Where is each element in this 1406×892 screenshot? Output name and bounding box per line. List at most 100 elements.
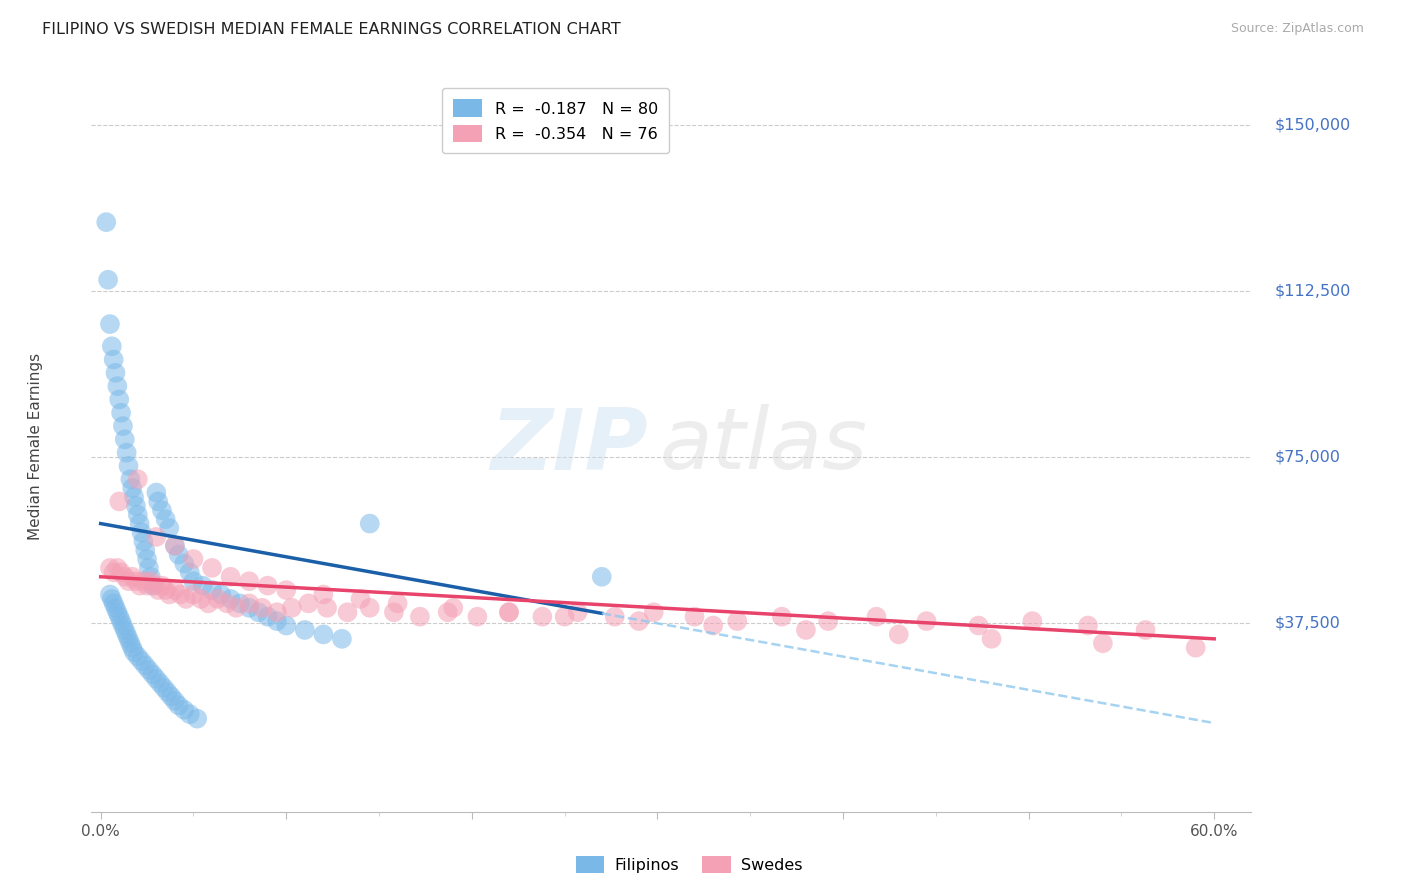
Point [128, 516, 150, 531]
Point [603, 609, 626, 624]
Text: $37,500: $37,500 [1275, 615, 1340, 631]
Point [110, 406, 132, 420]
Point [163, 539, 186, 553]
Point [174, 591, 197, 606]
Point [197, 596, 219, 610]
Point [98, 317, 121, 331]
Point [103, 566, 125, 580]
Point [409, 609, 432, 624]
Point [163, 539, 186, 553]
Point [105, 605, 128, 619]
Point [167, 548, 190, 562]
Point [138, 663, 160, 677]
Point [382, 605, 405, 619]
Point [111, 618, 134, 632]
Point [105, 561, 128, 575]
Point [167, 698, 190, 713]
Point [155, 512, 177, 526]
Point [163, 694, 186, 708]
Point [359, 516, 381, 531]
Point [209, 587, 232, 601]
Point [312, 627, 335, 641]
Text: Median Female Earnings: Median Female Earnings [28, 352, 44, 540]
Point [139, 570, 162, 584]
Point [266, 605, 288, 619]
Point [330, 632, 353, 646]
Point [136, 552, 159, 566]
Point [104, 366, 127, 380]
Point [120, 636, 142, 650]
Point [132, 534, 155, 549]
Point [122, 645, 145, 659]
Text: $112,500: $112,500 [1275, 284, 1351, 298]
Point [1077, 618, 1099, 632]
Point [155, 583, 177, 598]
Point [312, 587, 335, 601]
Point [145, 485, 167, 500]
Point [97, 273, 120, 287]
Point [114, 570, 136, 584]
Point [127, 649, 149, 664]
Point [567, 605, 589, 619]
Point [96, 215, 118, 229]
Point [150, 503, 173, 517]
Point [122, 490, 145, 504]
Point [117, 458, 139, 473]
Point [179, 707, 201, 722]
Point [190, 591, 212, 606]
Point [149, 676, 172, 690]
Point [98, 561, 121, 575]
Point [179, 566, 201, 580]
Point [160, 690, 183, 704]
Point [183, 552, 205, 566]
Point [103, 352, 125, 367]
Point [134, 658, 156, 673]
Point [150, 579, 173, 593]
Point [247, 605, 270, 619]
Point [238, 596, 260, 610]
Point [865, 609, 887, 624]
Point [219, 591, 242, 606]
Point [138, 561, 160, 575]
Text: atlas: atlas [659, 404, 868, 488]
Point [702, 618, 724, 632]
Point [136, 579, 159, 593]
Point [98, 587, 121, 601]
Point [887, 627, 910, 641]
Point [127, 508, 149, 522]
Point [725, 614, 748, 628]
Point [145, 672, 167, 686]
Point [125, 499, 148, 513]
Point [359, 600, 381, 615]
Point [169, 587, 191, 601]
Point [201, 583, 224, 598]
Point [229, 596, 252, 610]
Point [770, 609, 793, 624]
Point [156, 685, 179, 699]
Point [163, 583, 186, 598]
Point [1091, 636, 1114, 650]
Point [101, 339, 124, 353]
Point [436, 605, 458, 619]
Point [281, 600, 304, 615]
Point [316, 600, 339, 615]
Point [117, 574, 139, 589]
Point [238, 574, 260, 589]
Point [131, 654, 153, 668]
Point [643, 605, 665, 619]
Point [276, 618, 298, 632]
Point [441, 600, 464, 615]
Point [148, 494, 170, 508]
Point [980, 632, 1002, 646]
Text: FILIPINO VS SWEDISH MEDIAN FEMALE EARNINGS CORRELATION CHART: FILIPINO VS SWEDISH MEDIAN FEMALE EARNIN… [42, 22, 621, 37]
Point [201, 561, 224, 575]
Point [266, 614, 288, 628]
Point [225, 600, 247, 615]
Point [139, 574, 162, 589]
Point [467, 609, 489, 624]
Text: ZIP: ZIP [491, 404, 648, 488]
Point [142, 579, 165, 593]
Point [183, 587, 205, 601]
Text: Source: ZipAtlas.com: Source: ZipAtlas.com [1230, 22, 1364, 36]
Point [110, 614, 132, 628]
